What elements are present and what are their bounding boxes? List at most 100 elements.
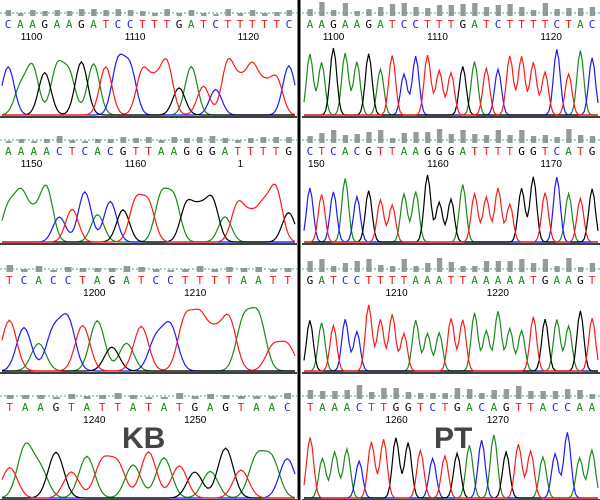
base-call: A xyxy=(540,401,547,414)
quality-bar xyxy=(577,390,583,399)
base-call: A xyxy=(436,274,443,287)
position-tick: 1150 xyxy=(21,159,43,170)
position-tick: 1120 xyxy=(540,32,562,43)
base-call: A xyxy=(412,274,419,287)
quality-bar xyxy=(425,132,431,143)
quality-bar xyxy=(448,262,454,272)
quality-bar xyxy=(448,134,454,143)
base-call: A xyxy=(318,274,325,287)
base-call: C xyxy=(81,145,88,158)
base-call: T xyxy=(237,18,244,31)
base-call: G xyxy=(459,18,466,31)
quality-bar xyxy=(460,130,466,143)
quality-bar xyxy=(436,5,443,16)
position-tick: 1220 xyxy=(487,288,510,299)
base-call: A xyxy=(94,274,101,287)
quality-bar xyxy=(483,135,490,143)
base-call: G xyxy=(191,401,198,414)
quality-bar xyxy=(235,140,241,143)
trace-c xyxy=(304,432,598,499)
base-call: G xyxy=(503,401,510,414)
quality-bar xyxy=(268,396,276,399)
position-tick: 1210 xyxy=(385,288,408,299)
quality-bar xyxy=(127,10,134,16)
base-call: C xyxy=(412,18,419,31)
panel-label-pt: PT xyxy=(434,422,472,455)
quality-bar xyxy=(354,134,360,143)
base-call: G xyxy=(542,274,549,287)
quality-bar xyxy=(158,140,165,143)
base-call: T xyxy=(151,18,158,31)
base-call: A xyxy=(222,145,229,158)
base-call: T xyxy=(483,18,490,31)
quality-bar xyxy=(401,3,407,16)
quality-bar xyxy=(417,393,424,399)
base-call: G xyxy=(41,18,48,31)
base-call: T xyxy=(249,18,256,31)
base-call: T xyxy=(273,145,280,158)
quality-bar xyxy=(68,394,76,399)
quality-bar xyxy=(253,396,261,399)
position-tick: 1170 xyxy=(540,159,562,170)
quality-bar xyxy=(331,266,337,272)
quality-bar xyxy=(307,261,313,272)
base-call: A xyxy=(344,401,351,414)
quality-bar xyxy=(564,389,571,399)
base-call: C xyxy=(478,401,485,414)
base-call: G xyxy=(109,274,116,287)
position-tick: 1110 xyxy=(427,32,448,43)
quality-bar xyxy=(578,8,584,16)
quality-bar xyxy=(530,263,537,272)
position-tick: 150 xyxy=(308,159,325,170)
quality-bar xyxy=(319,133,325,143)
base-call: A xyxy=(54,18,61,31)
position-tick: 1250 xyxy=(184,415,207,426)
trace-t xyxy=(1,308,296,372)
quality-bar xyxy=(436,258,443,272)
base-call: T xyxy=(377,145,384,158)
quality-bar xyxy=(472,3,478,16)
base-call: T xyxy=(389,18,396,31)
base-call: G xyxy=(53,401,60,414)
base-call: T xyxy=(273,18,280,31)
base-call: T xyxy=(436,18,443,31)
quality-bar xyxy=(319,391,326,399)
quality-bar xyxy=(401,133,407,143)
base-call: T xyxy=(247,145,254,158)
base-call: A xyxy=(188,18,195,31)
base-call: A xyxy=(518,274,525,287)
base-call: C xyxy=(153,274,160,287)
base-call: C xyxy=(354,274,361,287)
base-call: A xyxy=(84,401,91,414)
base-call: C xyxy=(167,274,174,287)
base-call: G xyxy=(176,18,183,31)
base-call: C xyxy=(284,401,291,414)
base-call: G xyxy=(454,401,461,414)
base-call: C xyxy=(554,18,561,31)
quality-bar xyxy=(123,266,131,272)
quality-bar xyxy=(454,388,461,399)
base-call: T xyxy=(226,274,233,287)
base-call: A xyxy=(35,274,42,287)
base-call: C xyxy=(286,18,293,31)
base-call: A xyxy=(29,18,36,31)
quality-bar xyxy=(515,386,522,399)
position-tick: 1200 xyxy=(83,288,106,299)
base-call: T xyxy=(542,18,549,31)
quality-bar xyxy=(401,259,407,272)
base-call: T xyxy=(145,401,152,414)
quality-bar xyxy=(542,3,549,16)
base-call: A xyxy=(565,274,572,287)
base-call: A xyxy=(22,401,29,414)
base-call: C xyxy=(589,18,596,31)
base-call: T xyxy=(377,274,384,287)
quality-bar xyxy=(425,263,431,272)
quality-bar xyxy=(145,397,153,399)
base-call: A xyxy=(207,401,214,414)
base-call: A xyxy=(471,274,478,287)
quality-bar xyxy=(378,7,384,16)
quality-bar xyxy=(495,261,501,272)
quality-bar xyxy=(589,263,596,272)
